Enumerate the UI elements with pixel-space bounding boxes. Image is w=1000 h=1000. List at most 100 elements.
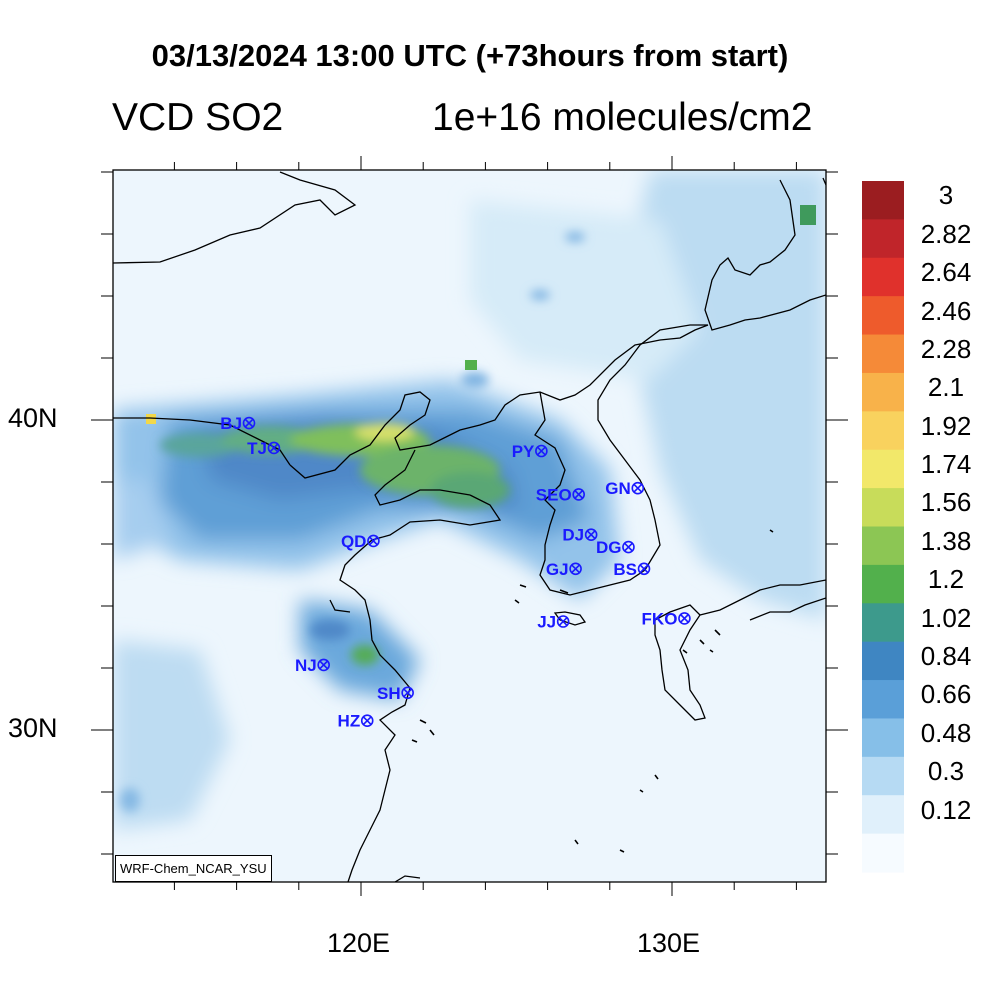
colorbar-segment <box>862 718 904 758</box>
variable-name: VCD SO2 <box>112 96 284 139</box>
city-markers: BJ TJ PY SEO GN QD DJ DG GJ BS JJ FKO NJ SH HZ <box>220 414 691 731</box>
field-regions <box>113 170 826 830</box>
city-marker-icon <box>360 714 374 728</box>
city-marker-gj: GJ <box>546 560 582 579</box>
city-label: SH <box>377 684 401 703</box>
colorbar-label: 1.92 <box>920 410 972 441</box>
colorbar-label: 0.12 <box>920 794 972 825</box>
city-marker-icon <box>572 488 586 501</box>
coastlines <box>113 171 826 882</box>
field-hotspot-bohai <box>465 360 477 370</box>
map-title: 03/13/2024 13:00 UTC (+73hours from star… <box>151 38 789 73</box>
colorbar-label: 2.46 <box>920 295 972 326</box>
city-marker-icon <box>622 540 635 554</box>
city-label: JJ <box>537 613 556 632</box>
colorbar-label: 0.48 <box>920 717 972 748</box>
city-marker-dg: DG <box>596 538 635 557</box>
islands <box>411 529 774 853</box>
colorbar-segment <box>862 795 904 835</box>
colorbar-label: 2.82 <box>920 218 972 249</box>
city-marker-icon <box>242 416 256 430</box>
city-marker-bs: BS <box>613 560 651 579</box>
city-marker-hz: HZ <box>338 712 374 731</box>
colorbar-segment <box>862 526 904 566</box>
city-marker-icon <box>569 562 582 576</box>
colorbar-segment <box>862 564 904 604</box>
colorbar-label: 3 <box>938 180 954 211</box>
city-label: DG <box>596 538 622 557</box>
city-label: TJ <box>247 439 267 458</box>
field-hotspot-west <box>146 414 156 424</box>
city-marker-dj: DJ <box>562 526 598 545</box>
city-marker-tj: TJ <box>247 439 281 458</box>
colorbar-segment <box>862 680 904 720</box>
colorbar-label: 1.56 <box>920 487 972 518</box>
city-marker-icon <box>267 441 281 455</box>
city-label: HZ <box>338 712 361 731</box>
lat-label-30n: 30N <box>8 713 58 743</box>
colorbar <box>862 181 904 873</box>
colorbar-segment <box>862 181 904 220</box>
colorbar-label: 0.84 <box>920 641 972 672</box>
city-marker-icon <box>401 686 414 700</box>
colorbar-segment <box>862 296 904 336</box>
colorbar-segment <box>862 449 904 489</box>
city-marker-icon <box>556 615 570 628</box>
model-credit: WRF-Chem_NCAR_YSU <box>115 855 272 882</box>
city-label: PY <box>512 442 535 461</box>
colorbar-label: 1.74 <box>920 449 972 480</box>
colorbar-segment <box>862 334 904 374</box>
city-marker-icon <box>678 612 691 625</box>
colorbar-label: 1.38 <box>920 525 972 556</box>
colorbar-segment <box>862 488 904 528</box>
colorbar-segment <box>862 257 904 297</box>
colorbar-label: 0.66 <box>920 679 972 710</box>
colorbar-label: 1.2 <box>927 564 965 595</box>
city-marker-gn: GN <box>605 479 645 498</box>
city-label: GJ <box>546 560 569 579</box>
city-label: QD <box>341 532 367 551</box>
city-marker-fko: FKO <box>642 609 691 628</box>
city-marker-icon <box>631 481 645 495</box>
colorbar-label: 1.02 <box>920 602 972 633</box>
city-marker-py: PY <box>512 442 548 461</box>
colorbar-segment <box>862 372 904 412</box>
city-label: GN <box>605 479 631 498</box>
colorbar-segment <box>862 219 904 259</box>
city-label: BJ <box>220 414 242 433</box>
city-marker-icon <box>637 562 651 576</box>
city-marker-nj: NJ <box>295 656 330 675</box>
city-label: NJ <box>295 656 317 675</box>
field-hotspots <box>120 232 585 812</box>
city-marker-jj: JJ <box>537 613 570 632</box>
city-marker-icon <box>535 444 548 458</box>
units-label: 1e+16 molecules/cm2 <box>432 96 813 139</box>
colorbar-segment <box>862 411 904 451</box>
colorbar-label: 2.1 <box>927 372 965 403</box>
plot-frame <box>112 169 827 883</box>
city-marker-qd: QD <box>341 532 380 551</box>
city-label: BS <box>613 560 637 579</box>
city-marker-bj: BJ <box>220 414 256 433</box>
city-marker-icon <box>367 534 380 548</box>
colorbar-label: 2.64 <box>920 257 972 288</box>
colorbar-segment <box>862 756 904 796</box>
city-marker-seo: SEO <box>536 485 586 504</box>
so2-field-layer <box>113 170 826 882</box>
axis-ticks <box>91 156 848 896</box>
city-marker-icon <box>317 658 330 672</box>
colorbar-segment <box>862 641 904 681</box>
city-marker-icon <box>584 528 598 542</box>
lon-label-120e: 120E <box>327 928 391 958</box>
colorbar-label: 0.3 <box>927 756 965 787</box>
colorbar-label: 2.28 <box>920 333 972 364</box>
city-label: FKO <box>642 609 678 628</box>
field-hotspot-northeast <box>800 205 816 225</box>
lat-label-40n: 40N <box>8 403 58 433</box>
city-marker-sh: SH <box>377 684 414 703</box>
city-label: SEO <box>536 485 572 504</box>
colorbar-segment <box>862 603 904 643</box>
lon-label-130e: 130E <box>637 928 701 958</box>
colorbar-segment <box>862 833 904 873</box>
